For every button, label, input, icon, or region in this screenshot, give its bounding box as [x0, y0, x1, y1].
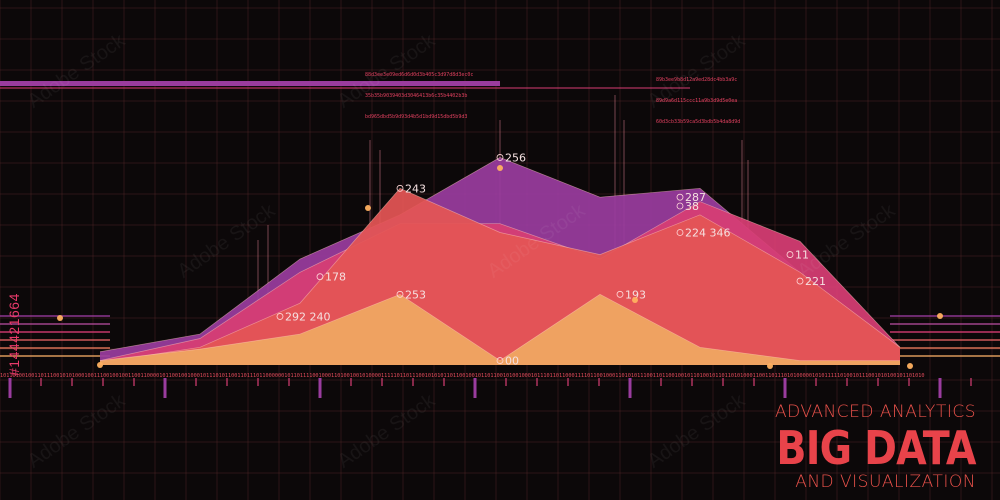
hex-line: 88d3ee3e09ed6d6d0d3b405c3d97d8d3ec0c	[365, 72, 474, 78]
top-bar	[0, 81, 500, 86]
caption: ADVANCED ANALYTICS BIG DATA AND VISUALIZ…	[744, 402, 977, 492]
data-label: 292 240	[285, 310, 331, 323]
data-marker	[396, 184, 404, 192]
data-label: 243	[405, 182, 426, 195]
data-label: 253	[405, 288, 426, 301]
data-marker	[676, 229, 684, 236]
data-label: 178	[325, 271, 346, 284]
series-line-2	[99, 201, 901, 361]
hex-data-block: 89b3ee9b8d12a9ed28dc4bb3a9c 89d9a6d115cc…	[656, 63, 740, 140]
glow-dot	[767, 363, 773, 369]
hex-line: 89d9a6d115ccc11a9b3d9d5e0ea	[656, 98, 738, 104]
glow-dot	[937, 313, 943, 319]
data-label: 38	[685, 200, 699, 213]
data-label: 221	[805, 275, 826, 288]
data-marker	[796, 277, 804, 285]
series-line-3	[99, 187, 901, 363]
data-marker	[316, 273, 324, 281]
data-label: 224 346	[685, 227, 731, 240]
data-marker	[496, 154, 504, 161]
glow-dot	[632, 297, 638, 303]
glow-dot	[907, 363, 913, 369]
caption-line-1: ADVANCED ANALYTICS	[774, 402, 976, 422]
glow-dot	[57, 315, 63, 321]
data-marker	[676, 202, 684, 210]
hex-data-block: 88d3ee3e09ed6d6d0d3b405c3d97d8d3ec0c 35b…	[365, 58, 473, 135]
hex-line: 35b35b9039403d3046413b6c35b4402b3b	[365, 93, 468, 99]
glow-dot	[365, 205, 371, 211]
binary-strip: 1011010010011011100101010001001110010010…	[0, 373, 925, 379]
data-label: 287	[685, 191, 706, 204]
series-area-3	[100, 188, 900, 365]
data-marker	[786, 251, 794, 258]
glow-dot	[97, 362, 103, 368]
glow-dot	[497, 165, 503, 171]
data-label: 193	[625, 288, 646, 301]
data-label: 256	[505, 151, 526, 164]
data-marker	[616, 290, 624, 298]
hex-line: bd965dbd5b9d93d4b5d1bd9d15dbd5b9d3	[365, 114, 468, 120]
hex-line: 89b3ee9b8d12a9ed28dc4bb3a9c	[656, 77, 738, 83]
hex-line: 60d3cb33b59ca5d3bdb5b4da8d9d	[656, 119, 741, 125]
caption-title: BIG DATA	[776, 421, 977, 475]
data-marker	[676, 193, 684, 201]
series-line-4	[99, 293, 900, 362]
data-marker	[396, 290, 404, 298]
data-label: 00	[505, 355, 519, 368]
data-label: 11	[795, 249, 809, 262]
stock-id: #144421664	[6, 293, 22, 376]
data-marker	[276, 313, 284, 320]
caption-line-3: AND VISUALIZATION	[795, 472, 976, 492]
data-marker	[496, 357, 504, 364]
